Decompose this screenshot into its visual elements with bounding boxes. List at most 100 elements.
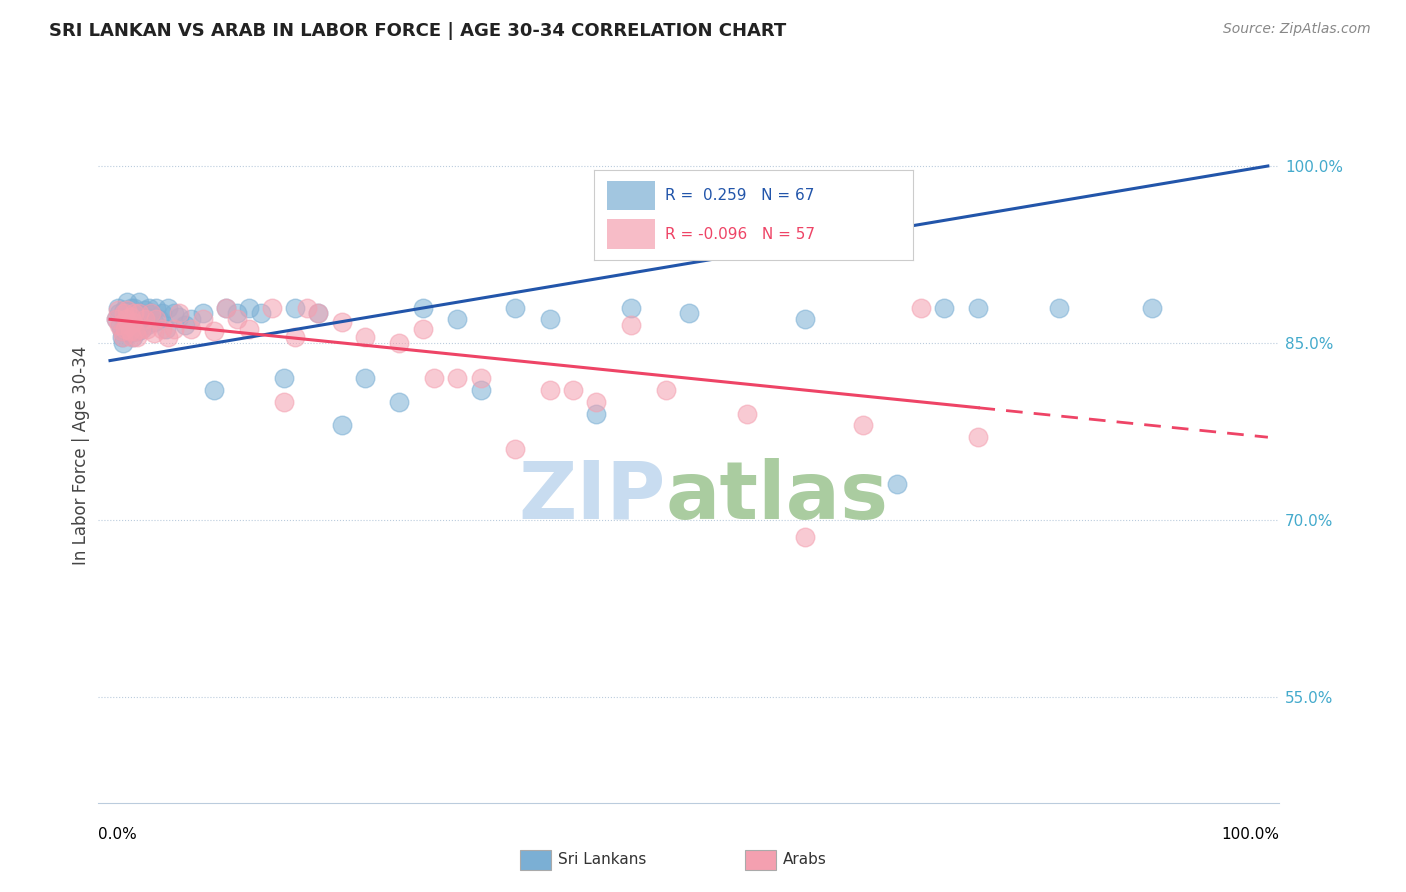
Point: [128, 294, 150, 309]
Point: [117, 318, 139, 333]
Point: [238, 322, 260, 336]
Point: [131, 322, 153, 336]
Point: [143, 315, 166, 329]
Point: [180, 322, 202, 336]
Point: [150, 306, 173, 320]
Point: [129, 306, 152, 320]
Point: [104, 312, 127, 326]
Point: [139, 306, 162, 320]
Point: [330, 315, 353, 329]
Point: [620, 318, 643, 333]
Point: [112, 302, 135, 317]
Point: [284, 301, 307, 315]
Point: [735, 407, 758, 421]
Point: [215, 301, 238, 315]
Point: [388, 395, 411, 409]
Point: [562, 383, 585, 397]
Point: [117, 294, 139, 309]
Point: [793, 531, 815, 545]
Point: [353, 330, 375, 344]
Point: [585, 407, 607, 421]
Point: [678, 306, 700, 320]
Point: [145, 312, 167, 326]
Point: [503, 442, 526, 456]
Point: [114, 322, 136, 336]
Point: [284, 330, 307, 344]
Point: [412, 301, 434, 315]
Point: [110, 330, 132, 344]
Point: [163, 306, 186, 320]
Point: [117, 322, 139, 336]
Point: [307, 306, 329, 320]
Point: [124, 324, 146, 338]
Point: [115, 312, 138, 326]
Point: [155, 322, 177, 336]
Point: [108, 306, 131, 320]
Point: [114, 310, 136, 324]
Point: [124, 306, 146, 320]
Point: [620, 301, 643, 315]
Bar: [607, 219, 655, 249]
Point: [1140, 301, 1163, 315]
Point: [273, 395, 295, 409]
Point: [191, 306, 214, 320]
Point: [112, 306, 135, 320]
Point: [307, 306, 329, 320]
Point: [202, 383, 225, 397]
Point: [124, 301, 146, 315]
Text: SRI LANKAN VS ARAB IN LABOR FORCE | AGE 30-34 CORRELATION CHART: SRI LANKAN VS ARAB IN LABOR FORCE | AGE …: [49, 22, 786, 40]
Point: [412, 322, 434, 336]
Point: [202, 324, 225, 338]
Text: 100.0%: 100.0%: [1222, 827, 1279, 841]
Point: [117, 306, 139, 320]
Point: [107, 301, 129, 315]
Text: R =  0.259   N = 67: R = 0.259 N = 67: [665, 188, 814, 203]
Point: [128, 306, 150, 320]
Point: [118, 326, 141, 341]
Point: [180, 312, 202, 326]
Point: [134, 302, 156, 317]
Point: [122, 330, 145, 344]
Point: [249, 306, 271, 320]
Point: [470, 383, 492, 397]
Point: [169, 310, 191, 324]
Point: [136, 322, 159, 336]
Point: [169, 306, 191, 320]
Point: [793, 312, 815, 326]
Text: 0.0%: 0.0%: [98, 827, 138, 841]
Bar: [607, 180, 655, 211]
Point: [1049, 301, 1071, 315]
Point: [226, 306, 249, 320]
Point: [967, 301, 990, 315]
Point: [150, 322, 173, 336]
Point: [446, 312, 468, 326]
Point: [967, 430, 990, 444]
Point: [118, 324, 141, 338]
Point: [330, 418, 353, 433]
Point: [138, 301, 160, 315]
Point: [115, 315, 138, 329]
Point: [852, 418, 875, 433]
Point: [121, 330, 143, 344]
Text: ZIP: ZIP: [517, 458, 665, 536]
Text: R = -0.096   N = 57: R = -0.096 N = 57: [665, 227, 814, 242]
Point: [273, 371, 295, 385]
Point: [538, 383, 561, 397]
Point: [423, 371, 446, 385]
Point: [886, 477, 908, 491]
Point: [174, 318, 197, 333]
Point: [388, 335, 411, 350]
Point: [932, 301, 955, 315]
Point: [156, 330, 179, 344]
Point: [503, 301, 526, 315]
Point: [163, 322, 186, 336]
Point: [538, 312, 561, 326]
Point: [135, 310, 157, 324]
Point: [125, 315, 148, 329]
Text: atlas: atlas: [665, 458, 889, 536]
Point: [139, 306, 162, 320]
Point: [215, 301, 238, 315]
Point: [110, 324, 132, 338]
Point: [145, 301, 167, 315]
Point: [120, 310, 142, 324]
